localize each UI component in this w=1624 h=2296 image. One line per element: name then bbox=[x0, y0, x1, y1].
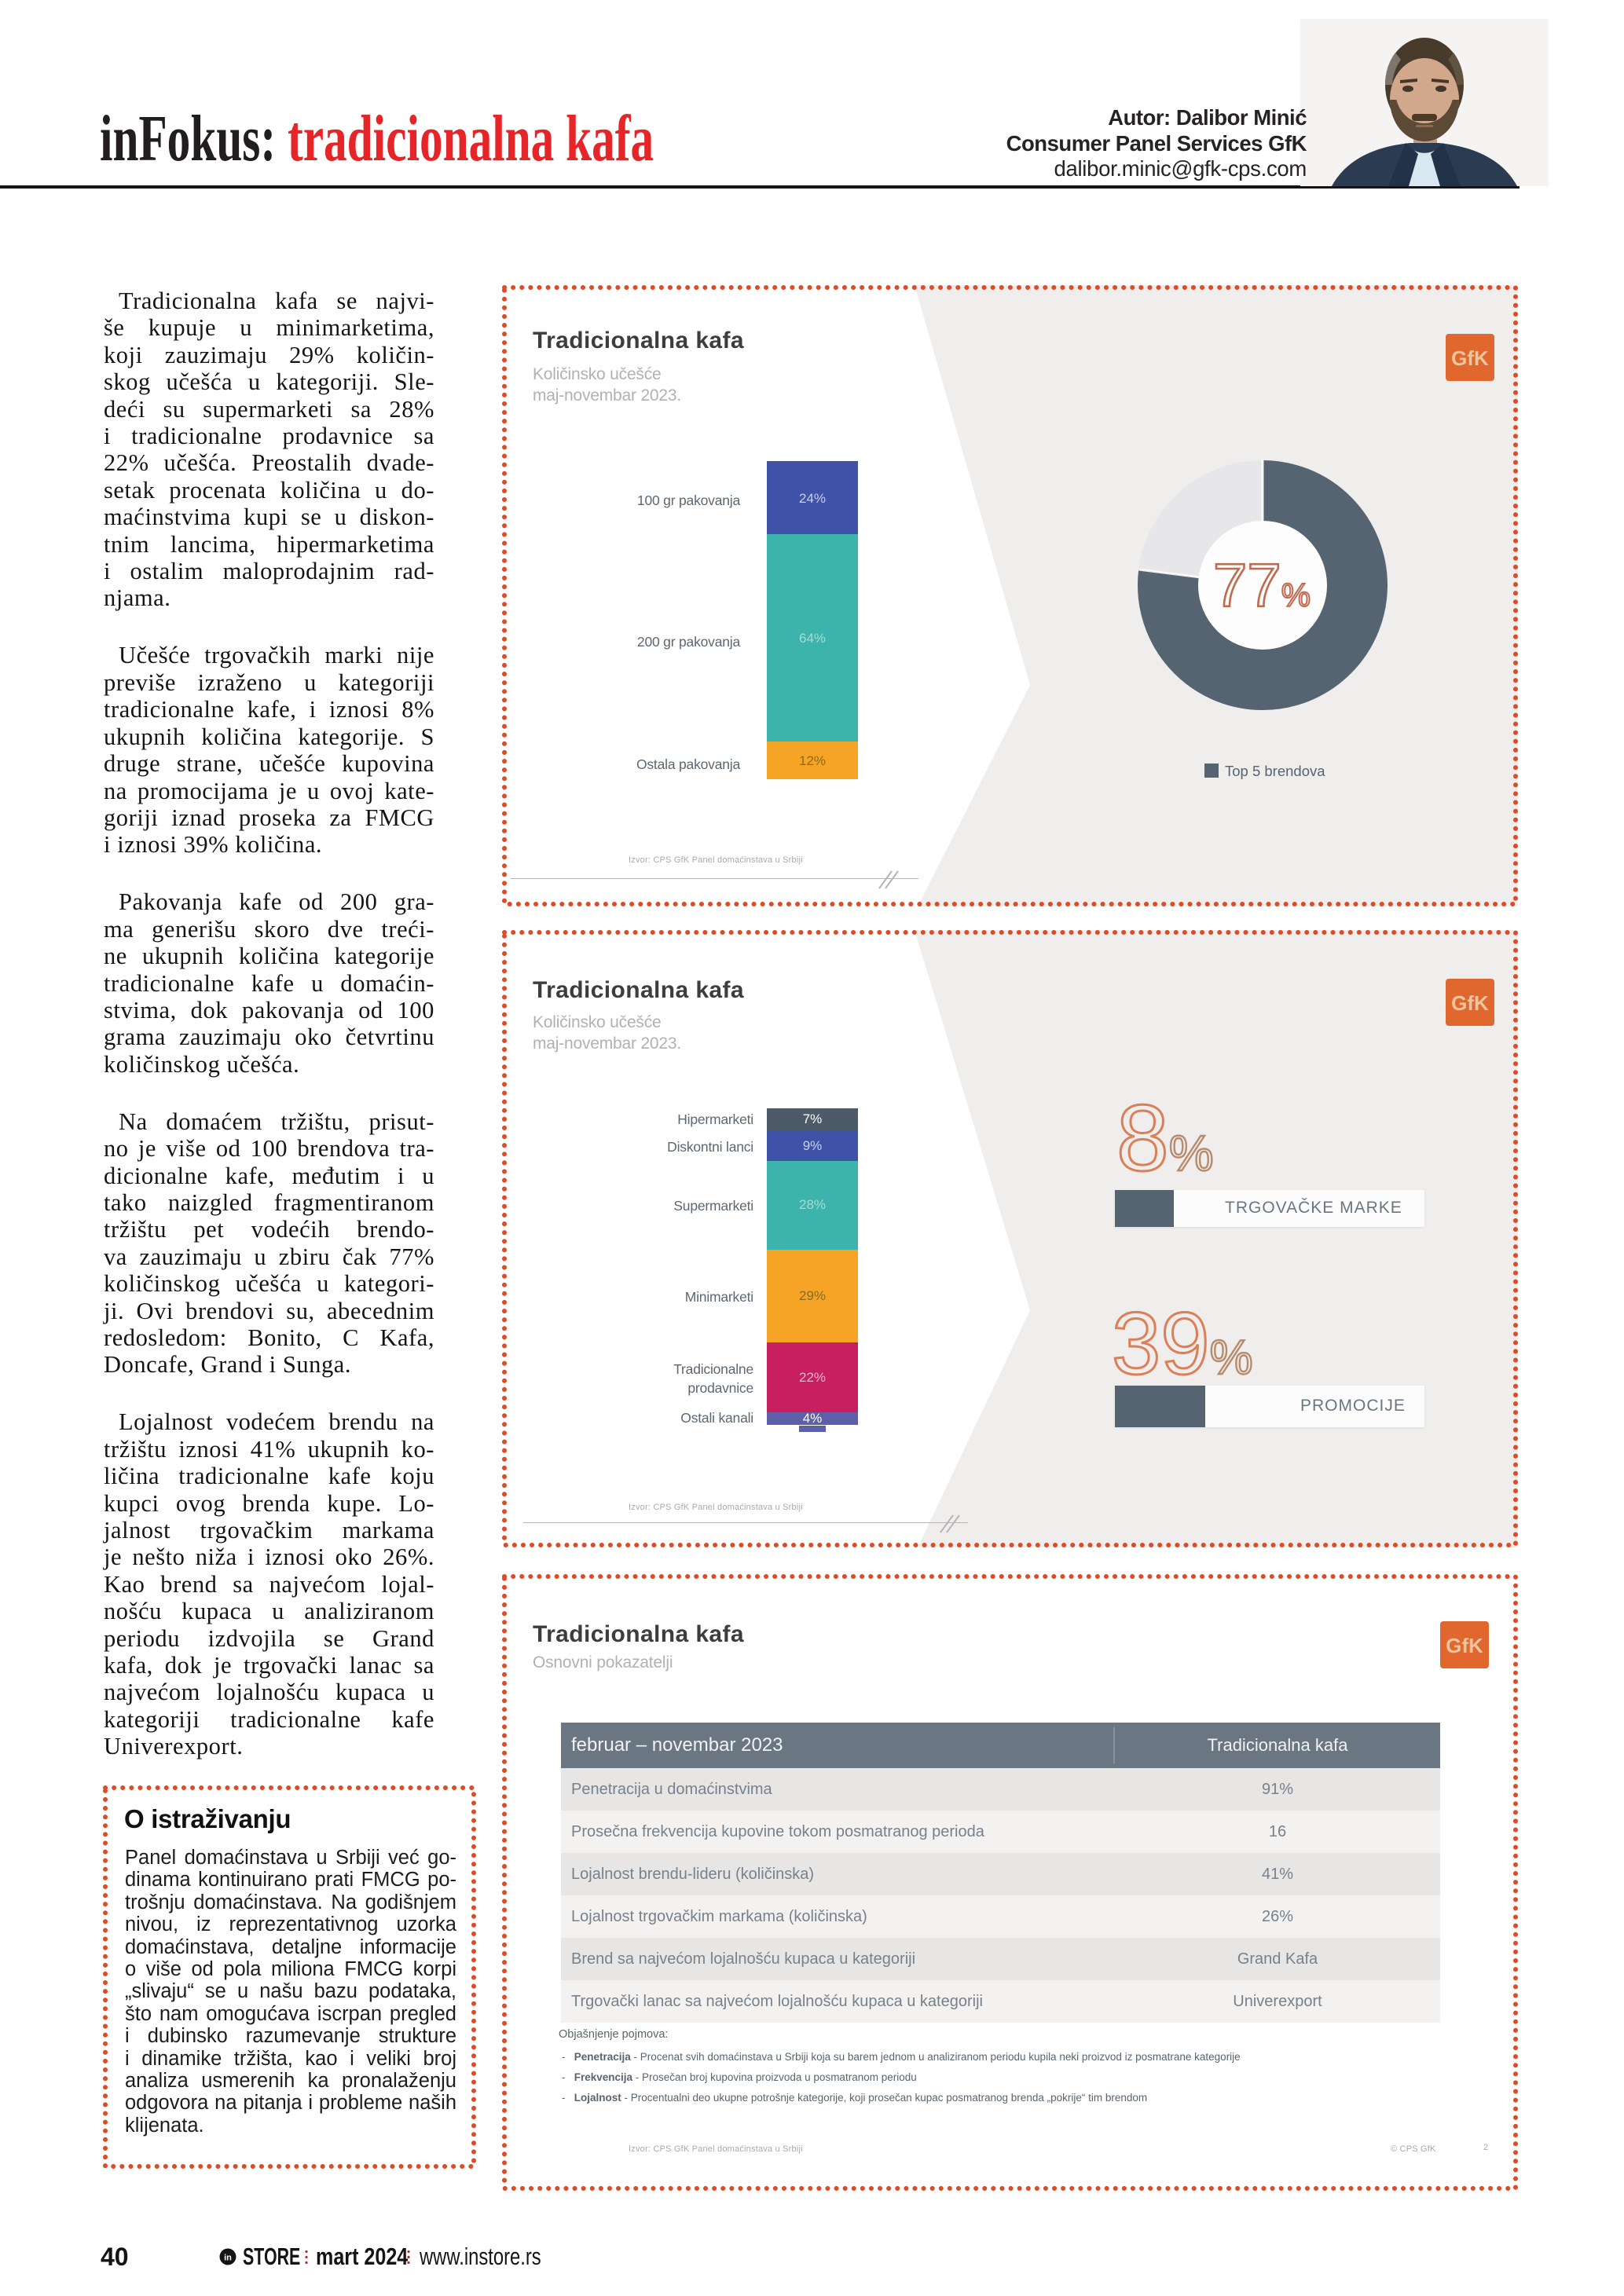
svg-text:GfK: GfK bbox=[1451, 346, 1489, 370]
svg-text:in: in bbox=[224, 2254, 232, 2263]
svg-text:GfK: GfK bbox=[1451, 991, 1489, 1015]
svg-text:GfK: GfK bbox=[1446, 1634, 1483, 1657]
